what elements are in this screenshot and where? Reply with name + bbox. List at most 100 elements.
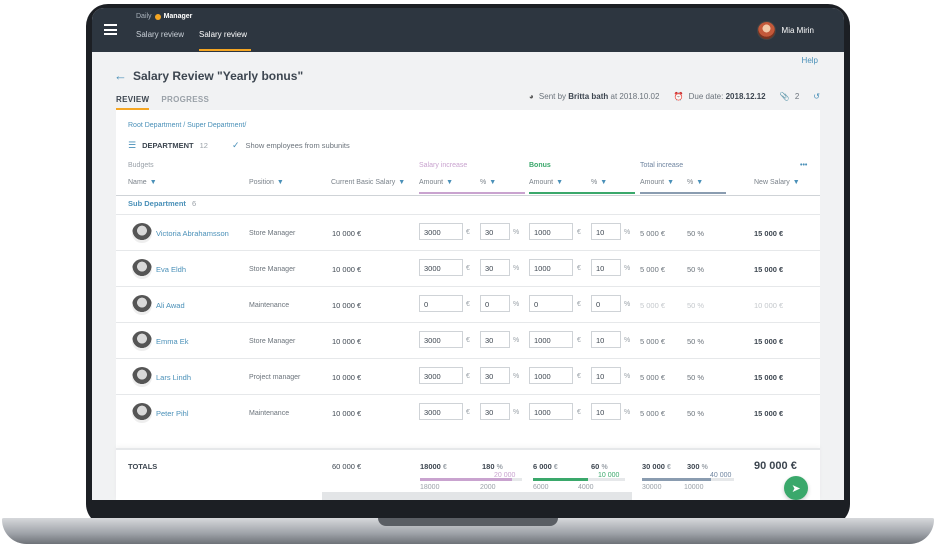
crumb-daily[interactable]: Daily (136, 13, 152, 20)
filter-icon[interactable]: ▼ (600, 179, 608, 186)
department-path[interactable]: Root Department / Super Department/ (128, 122, 247, 129)
header-si-amount[interactable]: Amount ▼ (419, 179, 453, 186)
bonus-amount-input[interactable]: 1000 (529, 367, 573, 384)
totals-b-amount-wrap: 6 000 € (533, 462, 558, 471)
bonus-percent-input[interactable]: 10 (591, 259, 621, 276)
bonus-amount-input[interactable]: 1000 (529, 223, 573, 240)
filter-icon[interactable]: ▼ (446, 179, 454, 186)
header-name[interactable]: Name ▼ (128, 179, 157, 186)
header-t-percent[interactable]: % ▼ (687, 179, 703, 186)
totals-si-pct-wrap: 180 % (482, 462, 503, 471)
bonus-percent-input[interactable]: 10 (591, 367, 621, 384)
si-progress-bar (420, 478, 522, 481)
totals-si-amount: 18000 (420, 462, 441, 471)
hamburger-menu-icon[interactable] (104, 24, 117, 35)
salary-increase-amount-input[interactable]: 3000 (419, 403, 463, 420)
filter-icon[interactable]: ▼ (667, 179, 675, 186)
tab-progress[interactable]: PROGRESS (161, 95, 210, 104)
totals-current: 60 000 € (332, 462, 362, 471)
person-icon: ◕ (528, 92, 534, 101)
salary-increase-percent-input[interactable]: 30 (480, 223, 510, 240)
salary-increase-amount-input[interactable]: 3000 (419, 223, 463, 240)
laptop-notch (378, 518, 558, 526)
totals-t-used: 30000 (642, 484, 662, 491)
salary-increase-amount-input[interactable]: 3000 (419, 331, 463, 348)
salary-increase-amount-input[interactable]: 0 (419, 295, 463, 312)
filter-icon[interactable]: ▼ (489, 179, 497, 186)
send-button[interactable]: ➤ (784, 476, 808, 500)
header-divider (116, 195, 820, 196)
filter-icon[interactable]: ▼ (792, 179, 800, 186)
unit-percent: % (624, 229, 631, 236)
unit-percent: % (624, 373, 631, 380)
filter-icon[interactable]: ▼ (696, 179, 704, 186)
top-tab-salary-review-1[interactable]: Salary review (136, 30, 185, 39)
top-tab-salary-review-2[interactable]: Salary review (199, 30, 248, 39)
role-breadcrumb: Daily Manager (136, 13, 192, 20)
filter-icon[interactable]: ▼ (276, 179, 284, 186)
salary-increase-amount-input[interactable]: 3000 (419, 367, 463, 384)
employee-name[interactable]: Peter Pihl (156, 409, 189, 418)
horizontal-scrollbar[interactable] (322, 492, 632, 500)
filter-icon[interactable]: ▼ (556, 179, 564, 186)
unit-euro: € (442, 464, 447, 471)
unit-euro: € (466, 229, 470, 236)
bonus-amount-input[interactable]: 0 (529, 295, 573, 312)
bonus-amount-input[interactable]: 1000 (529, 331, 573, 348)
bonus-amount-input[interactable]: 1000 (529, 259, 573, 276)
user-menu[interactable]: Mia Mirin (756, 21, 814, 40)
employee-name[interactable]: Emma Ek (156, 337, 189, 346)
header-new-salary-label: New Salary (754, 179, 790, 186)
table-row: Peter Pihl Maintenance 10 000 €3000 €30% 100… (116, 394, 820, 430)
unit-percent: % (513, 337, 520, 344)
bonus-percent-input[interactable]: 10 (591, 403, 621, 420)
unit-euro: € (577, 373, 581, 380)
attachments[interactable]: 📎 2 (780, 92, 800, 101)
unit-percent: % (624, 265, 631, 272)
bonus-amount-input[interactable]: 1000 (529, 403, 573, 420)
bonus-percent-input[interactable]: 10 (591, 223, 621, 240)
help-link[interactable]: Help (801, 56, 818, 65)
total-increase-percent: 50 % (687, 229, 705, 238)
employee-name[interactable]: Ali Awad (156, 301, 185, 310)
salary-increase-percent-input[interactable]: 30 (480, 367, 510, 384)
bonus-percent-input[interactable]: 0 (591, 295, 621, 312)
show-subunits-label: Show employees from subunits (245, 141, 350, 150)
back-arrow-icon[interactable]: ← (114, 68, 127, 83)
employee-avatar (132, 259, 152, 279)
header-position[interactable]: Position ▼ (249, 179, 284, 186)
total-increase-amount: 5 000 € (640, 409, 666, 418)
header-current-label: Current Basic Salary (331, 179, 396, 186)
unit-euro: € (466, 301, 470, 308)
totals-b-budget: 10 000 (598, 472, 620, 479)
salary-increase-amount-input[interactable]: 3000 (419, 259, 463, 276)
employee-avatar (132, 367, 152, 387)
salary-increase-percent-input[interactable]: 30 (480, 259, 510, 276)
unit-percent: % (513, 373, 520, 380)
totals-new-salary: 90 000 € (754, 460, 797, 472)
employee-name[interactable]: Eva Eldh (156, 265, 187, 274)
header-b-amount[interactable]: Amount ▼ (529, 179, 563, 186)
bonus-percent-input[interactable]: 10 (591, 331, 621, 348)
more-options-icon[interactable]: ••• (800, 162, 808, 169)
group-bonus: Bonus (529, 162, 551, 169)
header-new-salary[interactable]: New Salary ▼ (754, 179, 800, 186)
employee-name[interactable]: Victoria Abrahamsson (156, 229, 229, 238)
salary-increase-percent-input[interactable]: 0 (480, 295, 510, 312)
show-subunits-checkbox[interactable]: ✓ (231, 140, 240, 150)
header-current-salary[interactable]: Current Basic Salary ▼ (331, 179, 405, 186)
header-si-percent[interactable]: % ▼ (480, 179, 496, 186)
header-t-amount[interactable]: Amount ▼ (640, 179, 674, 186)
history-icon[interactable]: ↺ (813, 92, 820, 101)
group-salary-increase: Salary increase (419, 162, 468, 169)
header-b-percent[interactable]: % ▼ (591, 179, 607, 186)
tab-review[interactable]: REVIEW (116, 95, 150, 110)
filter-icon[interactable]: ▼ (398, 179, 406, 186)
crumb-manager[interactable]: Manager (163, 13, 193, 20)
salary-increase-percent-input[interactable]: 30 (480, 403, 510, 420)
salary-increase-percent-input[interactable]: 30 (480, 331, 510, 348)
employee-name[interactable]: Lars Lindh (156, 373, 192, 382)
sent-by: Britta bath (568, 92, 609, 101)
filter-icon[interactable]: ▼ (149, 179, 157, 186)
sub-department[interactable]: Sub Department 6 (128, 199, 196, 208)
